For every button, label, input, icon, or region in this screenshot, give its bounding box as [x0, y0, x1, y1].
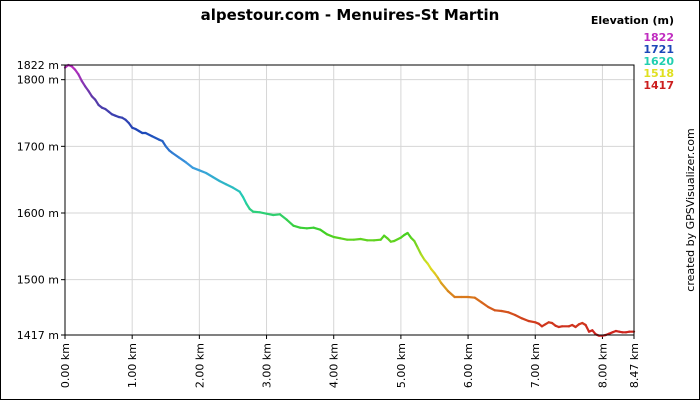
profile-segment	[413, 239, 419, 249]
profile-segment	[292, 224, 302, 229]
profile-segment	[493, 309, 503, 313]
profile-segment	[513, 313, 523, 320]
profile-segment	[278, 213, 288, 221]
profile-segment	[325, 233, 335, 239]
profile-segment	[272, 213, 282, 217]
y-tick-label: 1600 m	[17, 207, 59, 220]
profile-segment	[372, 238, 382, 242]
x-tick-label: 3.00 km	[261, 343, 274, 388]
profile-segment	[359, 237, 369, 242]
profile-segment	[416, 246, 423, 256]
axis-ticks: 0.00 km 1.00 km 2.00 km 3.00 km 4.00 km 5.00 …	[17, 59, 641, 388]
y-tick-label: 1500 m	[17, 274, 59, 287]
profile-segment	[500, 309, 510, 314]
x-tick-label: 5.00 km	[395, 343, 408, 388]
profile-segment	[352, 237, 362, 241]
profile-segment	[332, 235, 342, 240]
profile-segment	[339, 237, 349, 241]
profile-segment	[225, 183, 235, 189]
profile-segment	[241, 195, 248, 205]
x-tick-label: 4.00 km	[328, 343, 341, 388]
profile-segment	[178, 156, 188, 164]
profile-segment	[258, 211, 268, 215]
profile-segment	[231, 186, 241, 193]
profile-segment	[527, 319, 537, 324]
profile-segment	[446, 289, 456, 299]
x-tick-label: 2.00 km	[193, 343, 206, 388]
profile-segment	[487, 305, 497, 312]
profile-segment	[251, 210, 261, 214]
credit-text: created by GPSVisualizer.com	[684, 128, 697, 291]
profile-segment	[198, 169, 208, 175]
profile-segment	[265, 212, 275, 217]
plot-area	[65, 65, 634, 335]
profile-segment	[466, 295, 476, 299]
x-tick-label: 1.00 km	[126, 343, 139, 388]
profile-segment	[440, 281, 450, 293]
profile-segment	[204, 171, 214, 179]
x-tick-label: 7.00 km	[529, 343, 542, 388]
profile-segment	[312, 226, 322, 231]
x-tick-label: 8.47 km	[628, 343, 641, 388]
profile-segment	[171, 151, 181, 159]
x-tick-label: 6.00 km	[462, 343, 475, 388]
legend-entry: 1518	[643, 67, 674, 80]
y-tick-label: 1700 m	[17, 140, 59, 153]
chart-title: alpestour.com - Menuires-St Martin	[201, 6, 500, 24]
profile-segment	[319, 228, 329, 236]
legend-entry: 1822	[643, 31, 674, 44]
x-tick-label: 0.00 km	[59, 343, 72, 388]
profile-segment	[285, 218, 295, 227]
profile-segment	[184, 161, 194, 169]
plot-border	[64, 64, 635, 336]
elevation-profile	[63, 63, 636, 337]
y-tick-label: 1800 m	[17, 74, 59, 87]
profile-segment	[480, 301, 490, 309]
legend-title: Elevation (m)	[591, 14, 674, 27]
profile-segment	[151, 135, 161, 141]
y-tick-label: 1822 m	[17, 59, 59, 72]
profile-segment	[305, 226, 315, 230]
profile-segment	[191, 166, 201, 172]
profile-segment	[473, 296, 483, 304]
legend-entry: 1620	[643, 55, 674, 68]
legend-entry: 1417	[643, 79, 674, 92]
profile-segment	[584, 323, 591, 333]
profile-segment	[507, 311, 517, 317]
profile-segment	[77, 73, 83, 83]
profile-segment	[144, 131, 154, 138]
x-tick-label: 8.00 km	[596, 343, 609, 388]
profile-segment	[218, 179, 228, 186]
profile-segment	[211, 175, 221, 183]
legend-entry: 1721	[643, 43, 674, 56]
profile-segment	[299, 226, 308, 230]
profile-segment	[520, 317, 530, 323]
y-tick-label: 1417 m	[17, 329, 59, 342]
profile-segment	[393, 236, 402, 243]
